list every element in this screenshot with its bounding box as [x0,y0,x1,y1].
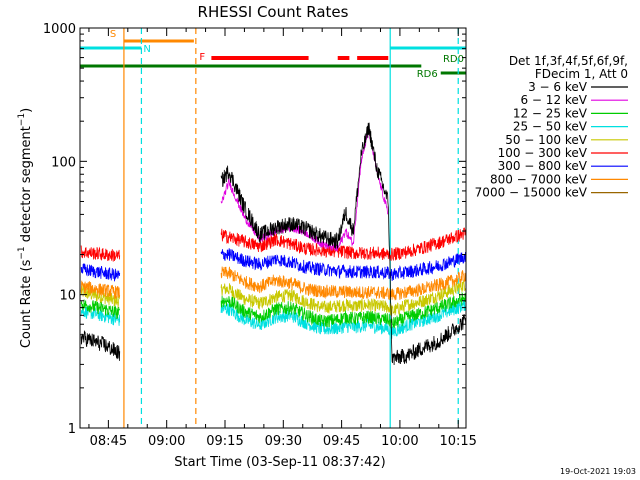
series-line [220,248,467,281]
series-line [80,285,121,309]
flag-label-s: S [110,29,116,40]
legend-header-line1: Det 1f,3f,4f,5f,6f,9f, [509,54,628,68]
series-line [220,227,467,261]
legend-label: 3 − 6 keV [528,80,588,94]
legend-label: 800 − 7000 keV [490,172,588,186]
series-line [220,279,466,316]
x-tick-label: 09:45 [323,434,360,449]
series-line [80,299,121,320]
y-tick-label: 1 [68,422,76,437]
x-axis-ticks: 08:45 09:00 09:15 09:30 09:45 10:00 10:15 [88,28,477,449]
plot-frame [79,27,467,429]
vertical-markers [123,28,459,428]
legend-label: 50 − 100 keV [505,133,588,147]
chart-title: RHESSI Count Rates [198,3,349,21]
series-line [220,266,467,301]
y-tick-label: 100 [51,155,76,170]
flag-label-rd0: RD0 [443,54,464,65]
series-line [80,330,121,361]
legend-label: 100 − 300 keV [498,146,588,160]
series-line [80,280,121,299]
series-line [220,291,467,329]
x-axis-label: Start Time (03-Sep-11 08:37:42) [174,455,385,470]
series-line [220,298,467,339]
footer-timestamp: 19-Oct-2021 19:03 [560,467,636,476]
legend-label: 25 − 50 keV [513,120,588,134]
y-axis-ticks: 1 10 100 1000 [43,22,466,437]
x-tick-label: 08:45 [90,434,127,449]
y-tick-label: 10 [59,289,76,304]
series-line [80,263,121,282]
x-tick-label: 09:30 [265,434,302,449]
data-series [80,122,467,366]
flag-label-f: F [199,52,205,63]
x-tick-label: 10:15 [439,434,476,449]
legend-label: 300 − 800 keV [498,159,588,173]
x-tick-label: 09:15 [206,434,243,449]
legend: Det 1f,3f,4f,5f,6f,9f, FDecim 1, Att 0 3… [475,54,628,200]
legend-label: 6 − 12 keV [520,93,587,107]
x-tick-label: 10:00 [381,434,418,449]
flag-label-rd6: RD6 [417,69,438,80]
y-axis-label-end: ) [19,108,34,113]
series-line [220,122,467,366]
y-axis-label-sup2: −1 [17,113,27,126]
x-tick-label: 09:00 [148,434,185,449]
y-axis-label-sup1: −1 [17,246,27,259]
flag-label-n: N [143,44,150,55]
flag-bars: S N F RD0 RD6 [80,29,466,80]
legend-header-line2: FDecim 1, Att 0 [535,67,628,81]
series-line [80,245,121,262]
y-axis-label-mid: detector segment [19,126,34,246]
legend-label: 7000 − 15000 keV [475,186,588,200]
y-axis-label-main: Count Rate (s [19,259,34,348]
legend-label: 12 − 25 keV [513,106,588,120]
y-axis-label: Count Rate (s−1 detector segment−1) [17,108,34,348]
y-tick-label: 1000 [43,22,76,37]
series-line [220,128,389,252]
